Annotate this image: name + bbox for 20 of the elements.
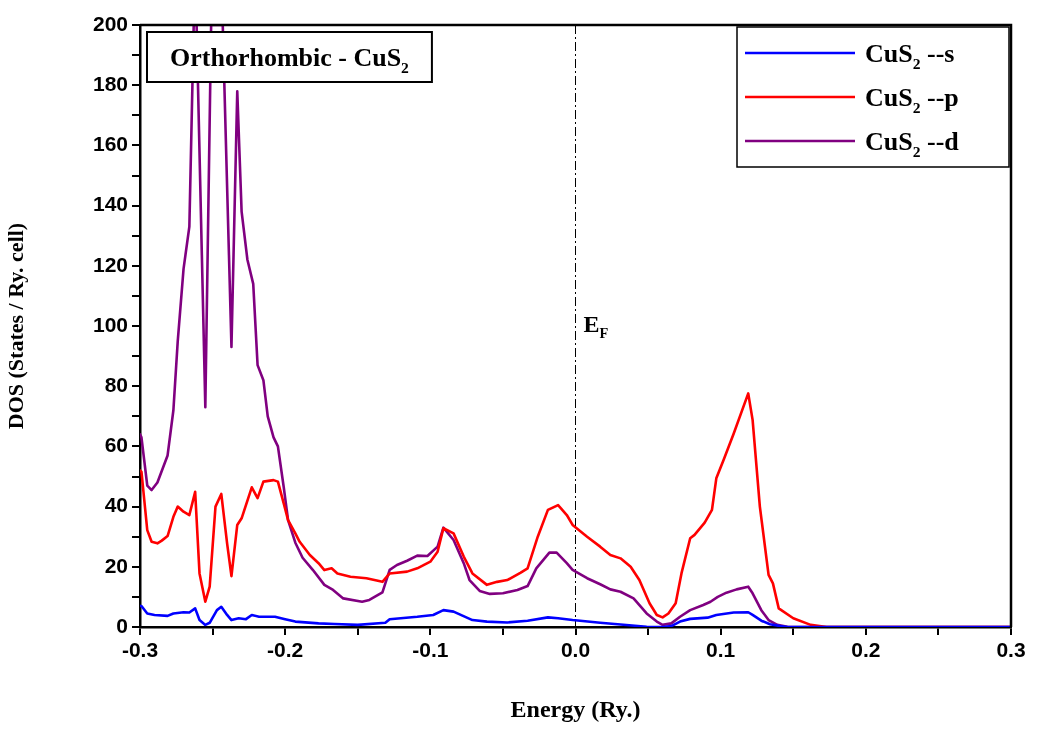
- x-tick-label: 0.1: [706, 638, 736, 662]
- y-tick-label: 60: [104, 433, 128, 457]
- y-tick-label: 160: [92, 132, 128, 156]
- y-tick-label: 0: [116, 613, 128, 637]
- x-tick-label: -0.1: [412, 638, 449, 662]
- x-tick-label: 0.2: [851, 638, 881, 662]
- y-axis-title: DOS (States / Ry. cell): [2, 222, 28, 430]
- x-tick-label: -0.3: [121, 638, 159, 662]
- x-tick-label: -0.2: [267, 638, 304, 662]
- x-tick-label: 0.3: [996, 638, 1026, 662]
- y-tick-label: 140: [92, 192, 128, 216]
- y-tick-label: 180: [92, 72, 128, 95]
- y-tick-label: 100: [92, 312, 128, 336]
- y-tick-label: 120: [92, 252, 128, 276]
- y-tick-label: 40: [104, 493, 128, 517]
- y-tick-label: 20: [104, 553, 128, 577]
- y-tick-label: 200: [92, 11, 128, 35]
- x-tick-label: 0.0: [560, 638, 591, 662]
- y-tick-label: 80: [104, 373, 128, 396]
- x-axis-title: Energy (Ry.): [510, 695, 641, 722]
